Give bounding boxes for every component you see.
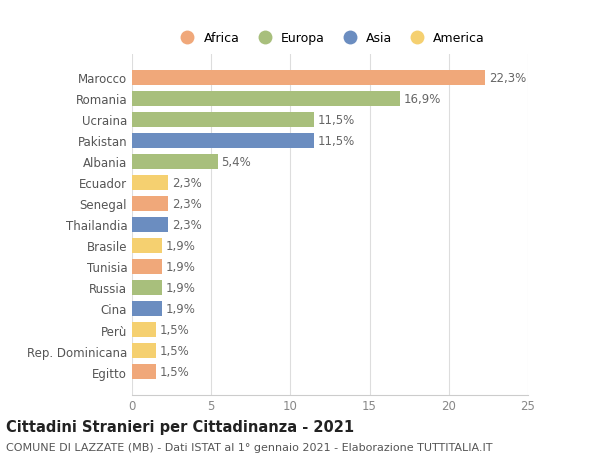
Bar	[132, 196, 169, 212]
Text: 22,3%: 22,3%	[489, 72, 526, 84]
Bar	[132, 280, 162, 296]
Bar	[132, 259, 162, 274]
Text: 1,5%: 1,5%	[160, 344, 190, 357]
Text: COMUNE DI LAZZATE (MB) - Dati ISTAT al 1° gennaio 2021 - Elaborazione TUTTITALIA: COMUNE DI LAZZATE (MB) - Dati ISTAT al 1…	[6, 442, 493, 452]
Bar	[132, 175, 169, 190]
Text: 1,9%: 1,9%	[166, 281, 196, 294]
Bar	[132, 91, 400, 106]
Text: 1,9%: 1,9%	[166, 260, 196, 274]
Bar	[132, 134, 314, 149]
Bar	[132, 343, 156, 358]
Legend: Africa, Europa, Asia, America: Africa, Europa, Asia, America	[170, 28, 490, 50]
Text: 11,5%: 11,5%	[318, 113, 355, 127]
Text: 11,5%: 11,5%	[318, 134, 355, 147]
Bar	[132, 218, 169, 232]
Bar	[132, 238, 162, 253]
Text: 5,4%: 5,4%	[221, 156, 251, 168]
Bar	[132, 301, 162, 316]
Text: Cittadini Stranieri per Cittadinanza - 2021: Cittadini Stranieri per Cittadinanza - 2…	[6, 419, 354, 434]
Bar	[132, 112, 314, 128]
Text: 1,9%: 1,9%	[166, 240, 196, 252]
Bar	[132, 322, 156, 337]
Text: 2,3%: 2,3%	[172, 197, 202, 210]
Text: 2,3%: 2,3%	[172, 218, 202, 231]
Bar	[132, 71, 485, 86]
Text: 1,5%: 1,5%	[160, 365, 190, 378]
Text: 1,5%: 1,5%	[160, 323, 190, 336]
Text: 2,3%: 2,3%	[172, 176, 202, 190]
Bar	[132, 364, 156, 379]
Text: 1,9%: 1,9%	[166, 302, 196, 315]
Text: 16,9%: 16,9%	[404, 93, 441, 106]
Bar	[132, 154, 218, 169]
